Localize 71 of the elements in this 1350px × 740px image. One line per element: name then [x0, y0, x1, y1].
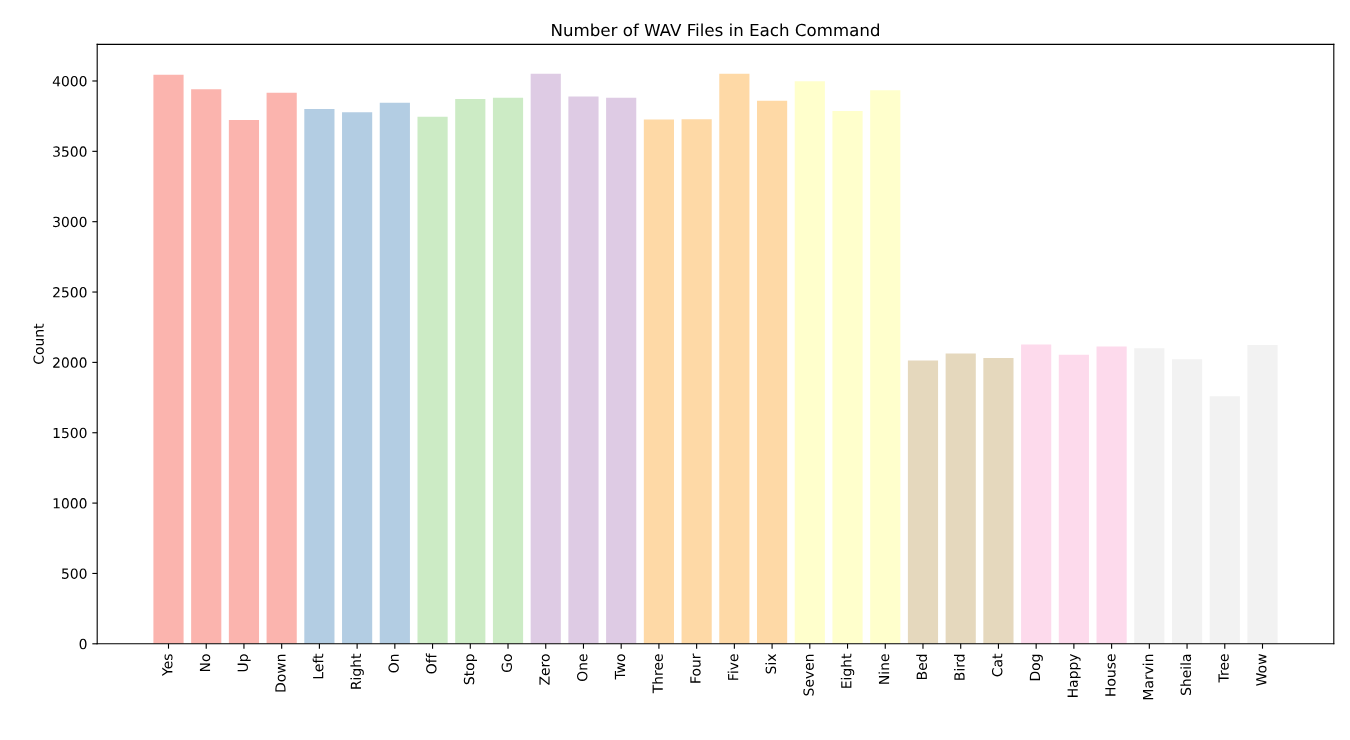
bar	[1096, 346, 1127, 644]
x-tick-label: Seven	[803, 654, 814, 696]
y-tick-label: 3500	[53, 146, 87, 157]
y-axis-title: Count	[33, 323, 44, 364]
x-tick-label: Stop	[463, 654, 478, 685]
x-tick-label: On	[388, 654, 399, 673]
bar	[191, 89, 222, 644]
y-tick-label: 1000	[53, 498, 87, 509]
bar	[530, 73, 561, 644]
y-tick-label: 2000	[53, 357, 87, 368]
bar	[228, 119, 260, 644]
bar	[681, 119, 712, 644]
x-tick-label: Nine	[878, 654, 890, 684]
bar	[1209, 396, 1240, 644]
x-tick-label: Bird	[953, 654, 965, 680]
y-tick-label: 3000	[53, 216, 87, 228]
x-tick-label: Yes	[162, 654, 173, 676]
bar	[342, 112, 373, 644]
bar	[832, 110, 863, 644]
x-tick-label: Left	[312, 653, 324, 679]
x-tick-label: Eight	[840, 653, 855, 688]
bar	[606, 97, 637, 644]
x-tick-label: Four	[690, 653, 701, 683]
bar	[1021, 344, 1052, 644]
x-tick-label: Five	[727, 654, 739, 680]
bar	[794, 81, 825, 644]
x-tick-label: No	[199, 654, 211, 672]
bar	[379, 102, 410, 644]
x-tick-label: Marvin	[1142, 654, 1154, 700]
x-tick-label: One	[576, 654, 588, 682]
bar	[757, 100, 788, 644]
bar	[983, 358, 1014, 644]
y-tick-label: 2500	[53, 287, 87, 298]
x-tick-label: Go	[501, 654, 513, 672]
x-tick-label: Tree	[1218, 654, 1229, 683]
x-tick-label: Right	[350, 653, 364, 689]
bar	[945, 353, 976, 644]
bar	[1134, 348, 1165, 644]
x-tick-label: Two	[614, 654, 626, 680]
bar	[1171, 359, 1203, 644]
x-tick-label: Six	[765, 653, 777, 674]
x-tick-label: Off	[425, 653, 437, 674]
bar	[492, 97, 524, 644]
x-tick-label: Zero	[539, 654, 550, 685]
bar	[266, 92, 297, 644]
bar	[643, 119, 674, 644]
bar	[1247, 345, 1278, 644]
x-tick-label: Sheila	[1180, 654, 1192, 695]
x-tick-label: Cat	[991, 653, 1003, 677]
x-tick-label: Three	[652, 654, 663, 694]
x-tick-label: Dog	[1029, 654, 1043, 681]
bar	[455, 98, 486, 644]
y-tick-label: 0	[79, 638, 87, 650]
x-tick-label: Wow	[1256, 654, 1267, 686]
x-tick-label: Bed	[916, 654, 928, 680]
bar	[907, 360, 939, 644]
chart-title: Number of WAV Files in Each Command	[552, 23, 879, 37]
bar	[304, 108, 335, 644]
y-tick-label: 4000	[52, 75, 87, 87]
bar	[153, 74, 184, 644]
x-tick-label: House	[1105, 654, 1116, 696]
bar	[870, 90, 901, 644]
x-tick-label: Up	[237, 654, 251, 672]
bar	[719, 73, 750, 644]
x-tick-label: Happy	[1067, 653, 1081, 697]
y-tick-label: 1500	[53, 427, 87, 439]
bar	[1058, 354, 1089, 644]
bar	[568, 96, 599, 644]
y-tick-label: 500	[62, 568, 87, 579]
x-tick-label: Down	[275, 654, 286, 692]
bar	[417, 116, 448, 644]
